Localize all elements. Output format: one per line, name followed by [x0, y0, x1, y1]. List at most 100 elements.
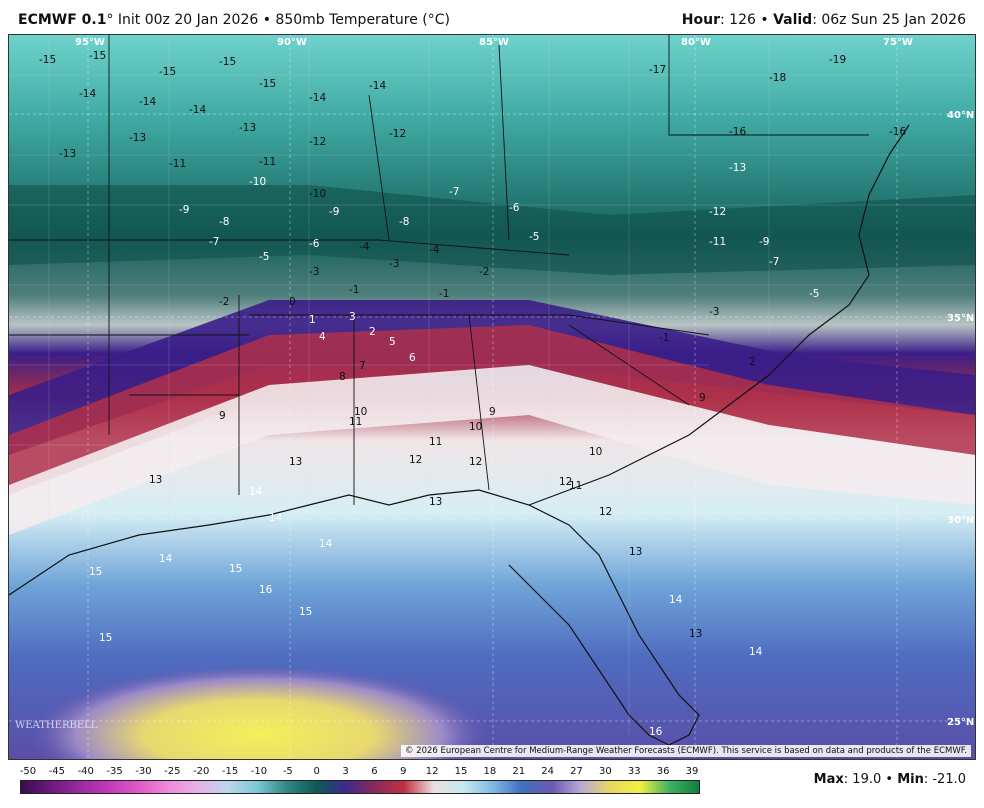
legend-tick-label: -35	[106, 766, 123, 777]
temperature-value: 15	[229, 563, 242, 575]
temperature-value: -1	[349, 284, 359, 296]
legend-tick-label: 15	[454, 766, 468, 777]
legend-tick-label: 0	[313, 766, 320, 777]
valid-time: Hour: 126 • Valid: 06z Sun 25 Jan 2026	[682, 12, 966, 28]
init-info: ° Init 00z 20 Jan 2026 • 850mb Temperatu…	[106, 12, 450, 28]
legend-tick-label: -45	[48, 766, 66, 777]
temperature-value: 0	[289, 296, 296, 308]
gulf-coastline	[9, 489, 700, 746]
temperature-value: 13	[629, 546, 642, 558]
map-header: ECMWF 0.1° Init 00z 20 Jan 2026 • 850mb …	[0, 0, 984, 34]
temperature-value: -8	[399, 216, 409, 228]
temperature-value: -5	[809, 288, 819, 300]
temperature-value: -1	[659, 332, 669, 344]
temperature-value: 11	[569, 480, 582, 492]
legend-tick-label: 27	[570, 766, 583, 777]
cold-core-band	[9, 185, 975, 275]
legend-tick-label: -30	[135, 766, 152, 777]
temperature-value: 2	[749, 356, 756, 368]
temperature-value: 16	[259, 584, 273, 596]
color-legend: -50 -45 -40 -35 -30 -25 -20 -15 -10 -5 0 3 6 9 12 15 18 2…	[20, 766, 700, 802]
latitude-labels: 40°N 35°N 30°N 25°N	[947, 110, 974, 728]
temperature-value: -7	[769, 256, 779, 268]
legend-tick-label: 33	[627, 766, 641, 777]
temperature-value: -14	[189, 104, 206, 116]
county-lines	[9, 35, 975, 735]
temperature-value: 15	[299, 606, 312, 618]
hour-value: : 126 •	[720, 12, 769, 28]
legend-tick-label: 36	[656, 766, 670, 777]
temperature-value: 11	[349, 416, 362, 428]
temperature-value: -1	[439, 288, 449, 300]
legend-tick-label: -20	[193, 766, 210, 777]
temperature-value: 13	[689, 628, 702, 640]
temperature-value: 13	[149, 474, 162, 486]
temperature-value: -15	[159, 66, 176, 78]
temperature-value: 10	[469, 421, 482, 433]
temperature-value: 12	[409, 454, 422, 466]
graticule	[9, 35, 975, 759]
longitude-labels: 95°W 90°W 85°W 80°W 75°W	[75, 37, 913, 48]
temperature-value: -15	[89, 50, 106, 62]
temperature-value: -5	[259, 251, 269, 263]
temperature-value: -13	[129, 132, 146, 144]
temperature-value: -2	[479, 266, 489, 278]
lat-label: 25°N	[947, 717, 974, 728]
temperature-value: -14	[139, 96, 156, 108]
temperature-value: -15	[219, 56, 236, 68]
temperature-value: -10	[309, 188, 326, 200]
temperature-value: -14	[369, 80, 386, 92]
temperature-value: -3	[709, 306, 719, 318]
temperature-value: -14	[79, 88, 96, 100]
temperature-map[interactable]: -15 -15 -15 -15 -15 -14 -14 -14 -14 -14 -13 -13 -13-…	[8, 34, 976, 760]
temperature-value: 1	[309, 314, 316, 326]
valid-label: Valid	[773, 12, 813, 28]
legend-tick-label: -50	[19, 766, 37, 777]
cold-front-band	[9, 300, 975, 455]
temperature-value: -4	[359, 241, 370, 253]
legend-tick-label: 12	[425, 766, 439, 777]
temperature-value: -7	[449, 186, 459, 198]
temperature-value: -18	[769, 72, 786, 84]
temperature-value: 6	[409, 352, 416, 364]
lon-label: 95°W	[75, 37, 105, 48]
map-svg: -15 -15-15-15-15-14-14-14-14-14-13-13-13-…	[9, 35, 975, 759]
legend-tick-label: -40	[77, 766, 94, 777]
max-value: : 19.0 •	[843, 772, 894, 787]
legend-bar	[20, 780, 700, 794]
temperature-value: 14	[269, 512, 283, 524]
legend-tick-label: 3	[342, 766, 349, 777]
temperature-value: 9	[219, 410, 226, 422]
legend-tick-label: 24	[541, 766, 555, 777]
temperature-value: -19	[829, 54, 846, 66]
temperature-value: 9	[699, 392, 706, 404]
temperature-value: -13	[59, 148, 76, 160]
legend-tick-label: -15	[221, 766, 239, 777]
legend-tick-label: 39	[685, 766, 699, 777]
legend-tick-label: 9	[400, 766, 407, 777]
temperature-value: 15	[99, 632, 112, 644]
temperature-value: -2	[219, 296, 229, 308]
temperature-value: -11	[169, 158, 186, 170]
state-borders	[9, 35, 869, 505]
max-label: Max	[813, 772, 844, 787]
temperature-value: -12	[309, 136, 326, 148]
legend-tick-label: 18	[483, 766, 497, 777]
lon-label: 85°W	[479, 37, 509, 48]
temperature-value: -14	[309, 92, 326, 104]
temperature-value: -5	[529, 231, 539, 243]
weatherbell-logo: WEATHERBELL	[15, 720, 98, 731]
mild-band	[9, 365, 975, 535]
hour-label: Hour	[681, 12, 720, 28]
valid-value: : 06z Sun 25 Jan 2026	[812, 12, 966, 28]
lon-label: 80°W	[681, 37, 711, 48]
legend-tick-label: 6	[371, 766, 378, 777]
min-label: Min	[897, 772, 924, 787]
temperature-value: -9	[759, 236, 769, 248]
temperature-value: 13	[289, 456, 302, 468]
warm-core	[29, 665, 489, 759]
temperature-value: 7	[359, 360, 366, 372]
legend-tick-label: -25	[164, 766, 181, 777]
temperature-value: -6	[309, 238, 320, 250]
temperature-value: -17	[649, 64, 666, 76]
